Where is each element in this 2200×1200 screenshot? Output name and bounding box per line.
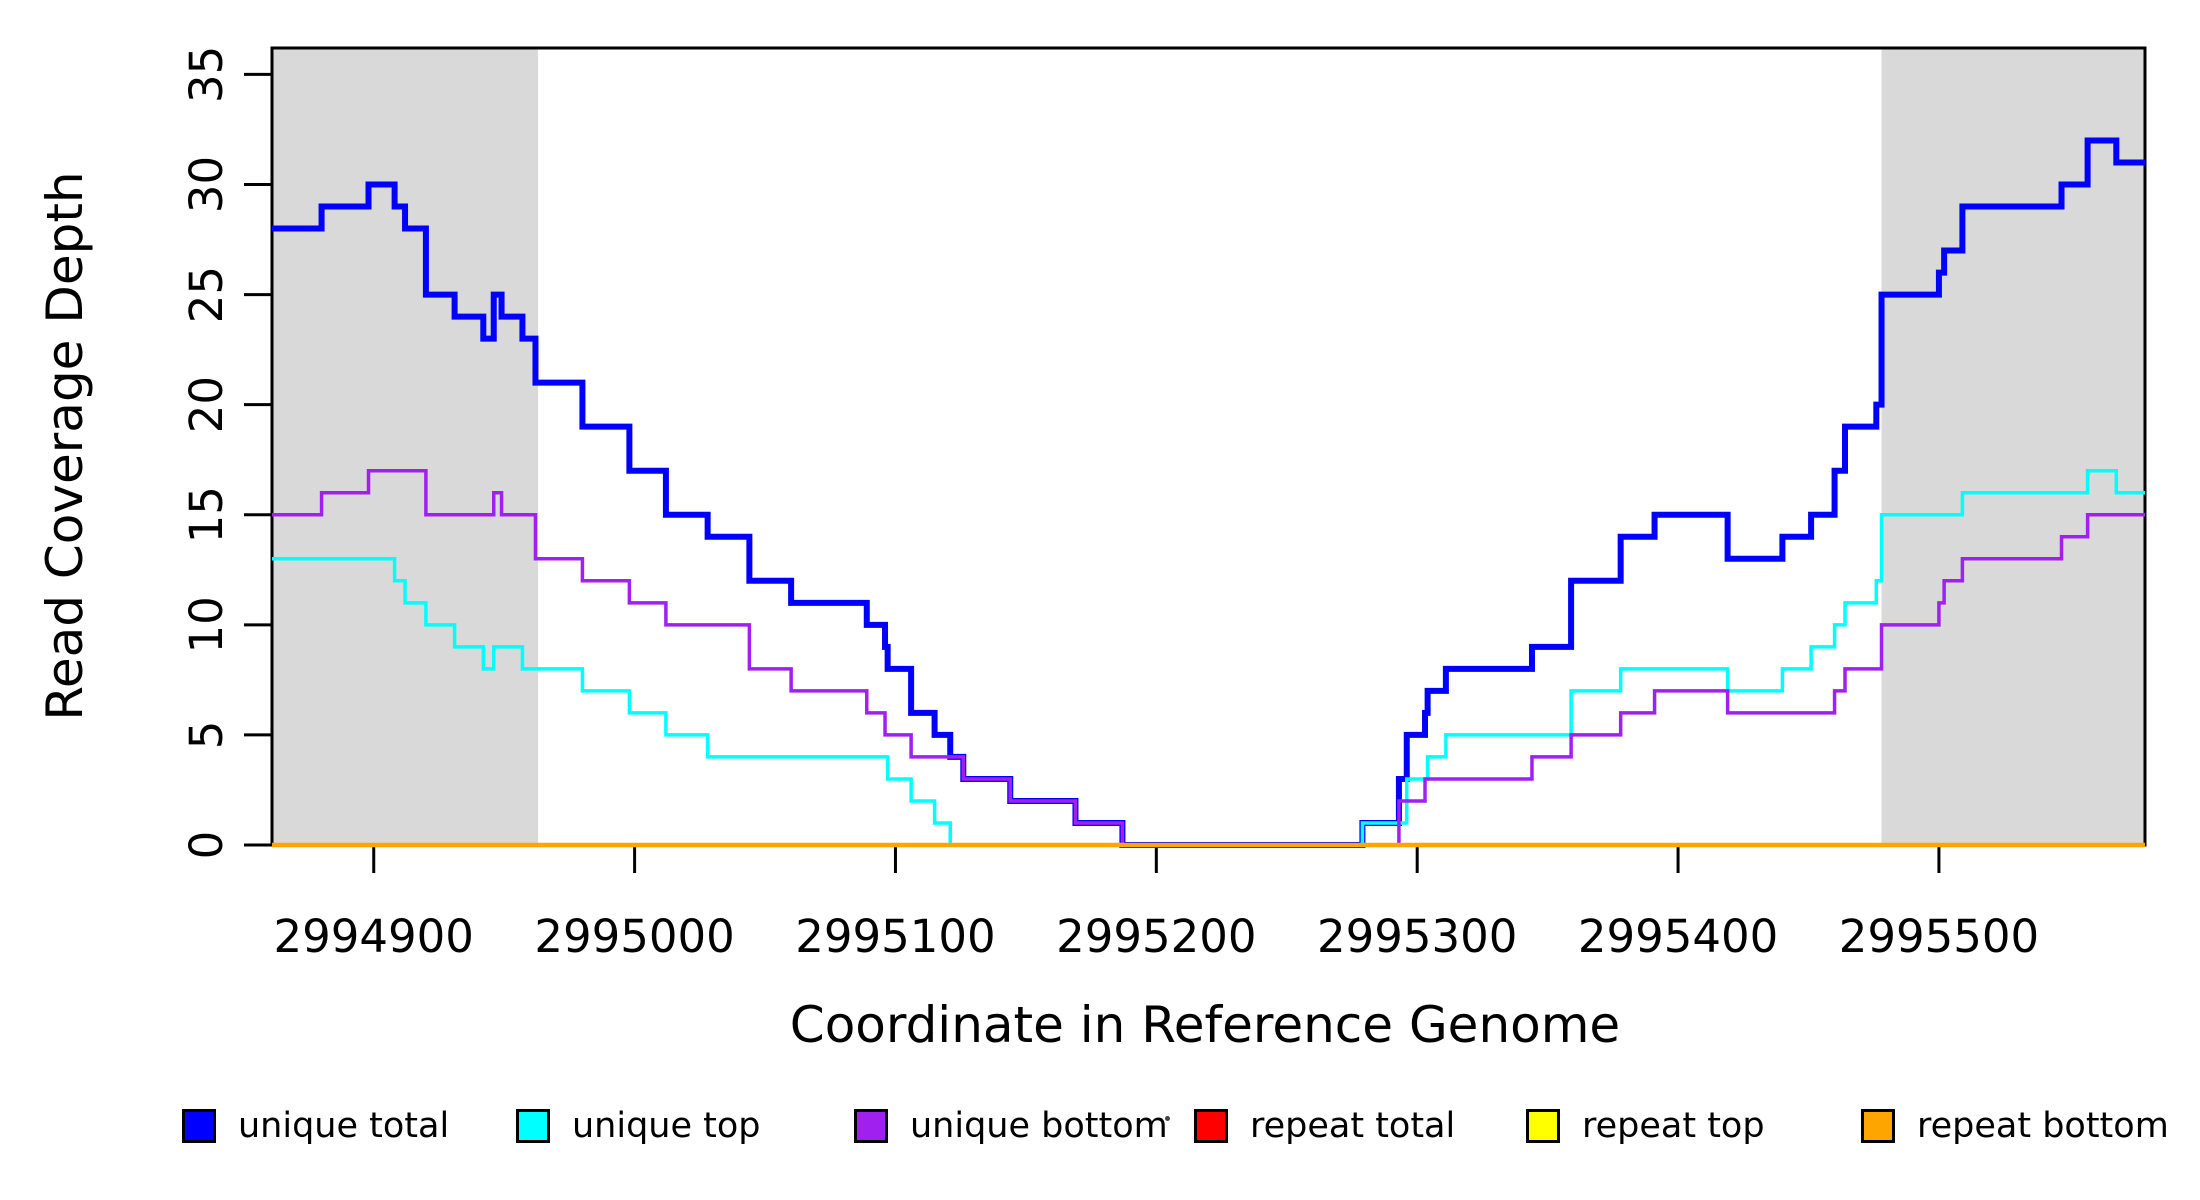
y-tick-label: 0 (180, 831, 233, 860)
series-unique-bottom (272, 468, 2145, 847)
legend-label: repeat bottom (1917, 1106, 2169, 1146)
shaded-region-0 (272, 48, 539, 845)
legend-item-repeat-total: repeat total (1194, 1106, 1455, 1146)
legend-label: unique total (238, 1106, 450, 1146)
y-axis-title: Read Coverage Depth (36, 171, 94, 720)
y-tick-label: 15 (180, 486, 233, 543)
x-tick-label: 2995500 (1839, 910, 2039, 963)
legend-swatch-icon (516, 1109, 550, 1143)
y-tick-label: 35 (180, 46, 233, 103)
y-tick-label: 5 (180, 721, 233, 750)
legend-label: unique bottom (910, 1106, 1168, 1146)
legend-label: repeat total (1250, 1106, 1456, 1146)
x-tick-label: 2995400 (1578, 910, 1778, 963)
y-tick-label: 30 (180, 156, 233, 213)
series-unique-top (272, 468, 2145, 847)
shaded-repeat-regions (272, 48, 2145, 845)
x-tick-label: 2995100 (795, 910, 995, 963)
legend-item-unique-top: unique top (516, 1106, 761, 1146)
plot-box (270, 46, 2147, 847)
legend-item-repeat-bottom: repeat bottom (1861, 1106, 2169, 1146)
series-unique-total (272, 137, 2145, 848)
legend-item-unique-bottom: unique bottom (854, 1106, 1168, 1146)
x-axis-ticks: 2994900 2995000 2995100 2995200 2995300 29954… (274, 845, 2039, 963)
legend-swatch-icon (182, 1109, 216, 1143)
legend-swatch-icon (1194, 1109, 1228, 1143)
legend-swatch-icon (1526, 1109, 1560, 1143)
y-tick-label: 10 (180, 596, 233, 653)
shaded-region-1 (1881, 48, 2145, 845)
x-tick-label: 2995200 (1056, 910, 1256, 963)
stray-dot-artifact (1165, 1116, 1170, 1121)
legend-item-repeat-top: repeat top (1526, 1106, 1765, 1146)
legend: unique total unique top unique bottom repea… (0, 1106, 2200, 1162)
coverage-step-lines (272, 137, 2145, 848)
legend-label: repeat top (1582, 1106, 1765, 1146)
legend-swatch-icon (1861, 1109, 1895, 1143)
legend-swatch-icon (854, 1109, 888, 1143)
legend-item-unique-total: unique total (182, 1106, 449, 1146)
x-axis-title: Coordinate in Reference Genome (790, 996, 1620, 1054)
x-tick-label: 2994900 (274, 910, 474, 963)
x-tick-label: 2995000 (534, 910, 734, 963)
coverage-chart: 2994900 2995000 2995100 2995200 2995300 29954… (36, 46, 2147, 1054)
y-tick-label: 25 (180, 266, 233, 323)
y-tick-label: 20 (180, 376, 233, 433)
y-axis-ticks: 0 5 10 15 20 25 30 35 (180, 46, 272, 860)
x-tick-label: 2995300 (1317, 910, 1517, 963)
legend-label: unique top (572, 1106, 761, 1146)
